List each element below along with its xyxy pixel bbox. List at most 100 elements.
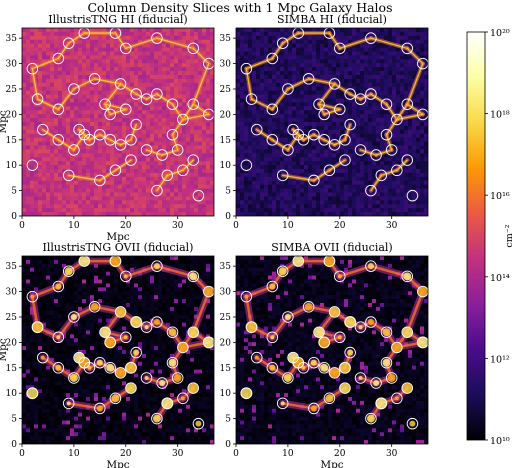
density-cell: [368, 196, 373, 201]
density-cell: [150, 141, 155, 146]
density-cell: [276, 157, 281, 162]
density-cell: [336, 90, 341, 95]
density-cell: [408, 35, 413, 41]
density-cell: [248, 98, 253, 103]
density-cell: [308, 188, 313, 193]
density-cell: [166, 200, 171, 205]
density-cell: [368, 114, 373, 119]
density-cell: [324, 55, 329, 60]
density-cell: [194, 75, 199, 80]
halo-circle: [334, 103, 346, 116]
density-cell: [98, 212, 103, 216]
halo-circle: [187, 42, 199, 55]
density-cell: [384, 141, 389, 146]
density-cell: [252, 35, 257, 41]
density-cell: [240, 161, 245, 166]
y-tick-label: 10: [6, 161, 18, 171]
density-cell: [376, 172, 381, 178]
density-cell: [178, 157, 183, 162]
density-cell: [300, 161, 305, 166]
halo-circle: [120, 42, 132, 55]
density-cell: [376, 110, 381, 115]
density-cell: [26, 149, 31, 154]
density-cell: [364, 125, 369, 131]
density-cell: [400, 125, 405, 131]
density-cell: [178, 125, 183, 131]
density-cell: [388, 90, 393, 95]
density-cell: [344, 161, 349, 166]
density-cell: [408, 118, 413, 123]
density-cell: [236, 188, 241, 193]
density-cell: [126, 59, 131, 64]
density-cell: [352, 153, 357, 158]
density-cell: [142, 67, 147, 72]
density-cell: [392, 59, 397, 64]
density-cell: [372, 86, 377, 91]
density-cell: [142, 125, 147, 131]
density-cell: [412, 200, 417, 205]
density-cell: [106, 165, 111, 170]
density-cell: [54, 200, 59, 205]
density-cell: [356, 59, 361, 64]
density-cell: [58, 145, 63, 150]
density-cell: [236, 118, 241, 123]
density-cell: [244, 118, 249, 123]
density-cell: [178, 137, 183, 142]
density-cell: [368, 176, 373, 182]
density-cell: [360, 180, 365, 185]
density-cell: [158, 125, 163, 131]
density-cell: [114, 188, 119, 193]
density-cell: [110, 114, 115, 119]
density-cell: [256, 204, 261, 209]
density-cell: [280, 59, 285, 64]
density-cell: [38, 31, 43, 37]
density-cell: [248, 55, 253, 60]
density-cell: [190, 90, 195, 95]
density-cell: [324, 172, 329, 178]
density-cell: [408, 59, 413, 64]
density-cell: [206, 31, 211, 37]
density-cell: [46, 82, 51, 88]
density-cell: [400, 39, 405, 44]
density-cell: [154, 98, 159, 103]
density-cell: [312, 192, 317, 197]
density-cell: [154, 75, 159, 80]
density-cell: [268, 192, 273, 197]
density-cell: [26, 75, 31, 80]
density-cell: [352, 145, 357, 150]
density-cell: [268, 78, 273, 84]
density-cell: [236, 82, 241, 88]
density-cell: [316, 153, 321, 158]
density-cell: [178, 31, 183, 37]
density-cell: [404, 118, 409, 123]
density-cell: [260, 188, 265, 193]
density-cell: [356, 118, 361, 123]
density-cell: [240, 137, 245, 142]
density-cell: [320, 82, 325, 88]
density-cell: [320, 196, 325, 201]
density-cell: [50, 196, 55, 201]
density-cell: [54, 176, 59, 182]
density-cell: [356, 71, 361, 76]
density-cell: [110, 51, 115, 56]
density-cell: [236, 114, 241, 119]
density-cell: [142, 122, 147, 127]
density-cell: [296, 110, 301, 115]
density-cell: [288, 39, 293, 44]
density-cell: [138, 102, 143, 107]
density-cell: [150, 161, 155, 166]
density-cell: [134, 71, 139, 76]
density-cell: [130, 196, 135, 201]
density-cell: [272, 118, 277, 123]
density-cell: [256, 208, 261, 213]
density-cell: [30, 102, 35, 107]
density-cell: [268, 71, 273, 76]
density-cell: [74, 125, 79, 131]
density-cell: [300, 102, 305, 107]
density-cell: [260, 63, 265, 68]
density-cell: [352, 47, 357, 52]
density-cell: [380, 188, 385, 193]
density-cell: [260, 208, 265, 213]
density-cell: [376, 47, 381, 52]
density-cell: [348, 176, 353, 182]
